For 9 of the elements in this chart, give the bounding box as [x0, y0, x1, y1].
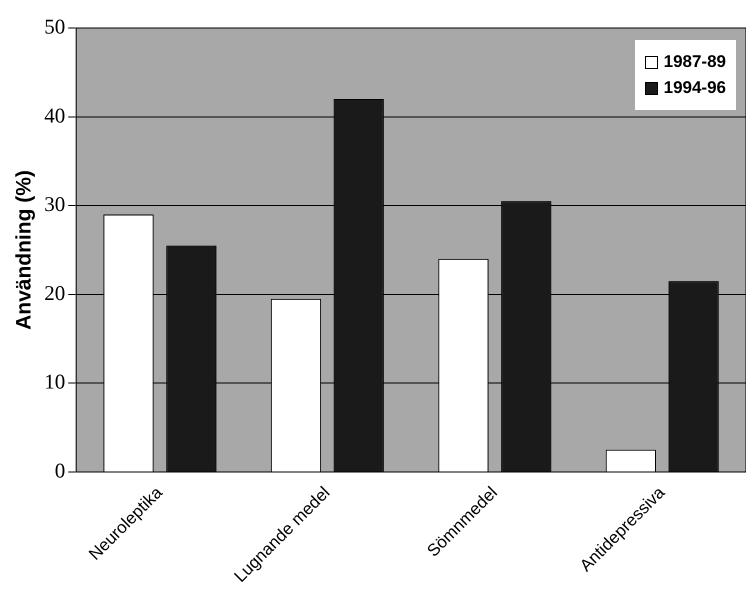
y-tick-label: 0	[54, 458, 66, 483]
y-tick-label: 20	[44, 280, 66, 305]
y-tick-label: 30	[44, 192, 66, 216]
legend-label: 1987-89	[664, 52, 726, 72]
y-tick-label: 10	[44, 370, 66, 394]
legend-label: 1994-96	[664, 78, 726, 98]
y-tick-label: 50	[44, 14, 66, 39]
y-tick-label: 40	[44, 103, 66, 128]
y-axis-title: Användning (%)	[12, 170, 36, 330]
